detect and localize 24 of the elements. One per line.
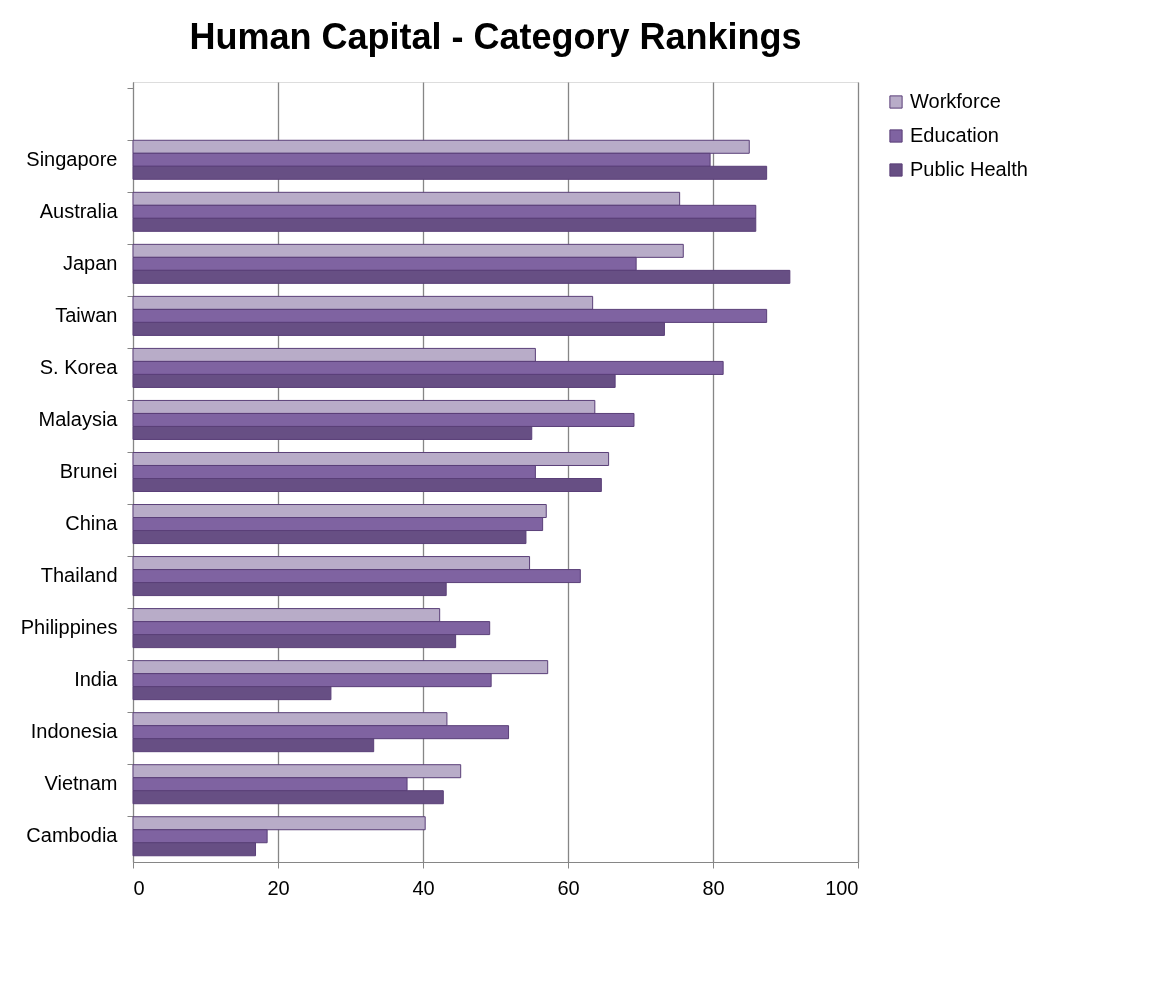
y-tick-label: Japan bbox=[63, 251, 118, 274]
legend-label: Workforce bbox=[910, 90, 1001, 112]
y-tick-label: Australia bbox=[39, 199, 119, 222]
x-tick-label: 80 bbox=[702, 876, 725, 899]
x-tick-label: 60 bbox=[557, 876, 580, 899]
y-tick-label: Singapore bbox=[26, 147, 118, 170]
y-tick-label: Malaysia bbox=[38, 407, 119, 430]
y-tick-label: Vietnam bbox=[44, 772, 118, 795]
x-tick-label: 0 bbox=[133, 876, 145, 899]
y-tick-label: China bbox=[65, 512, 119, 535]
x-tick-label: 100 bbox=[825, 876, 859, 899]
legend-label: Public Health bbox=[910, 158, 1028, 180]
legend-label: Education bbox=[910, 124, 999, 146]
y-tick-label: Cambodia bbox=[26, 824, 119, 847]
y-tick-label: Taiwan bbox=[55, 303, 118, 326]
y-tick-label: India bbox=[74, 668, 119, 691]
x-tick-label: 20 bbox=[267, 876, 290, 899]
y-tick-label: Indonesia bbox=[30, 720, 119, 743]
y-tick-label: Thailand bbox=[40, 564, 118, 587]
y-tick-label: S. Korea bbox=[39, 355, 119, 378]
x-tick-label: 40 bbox=[412, 876, 435, 899]
y-tick-label: Brunei bbox=[59, 460, 118, 482]
chart-title: Human Capital - Category Rankings bbox=[189, 16, 802, 57]
y-tick-label: Philippines bbox=[20, 616, 118, 639]
